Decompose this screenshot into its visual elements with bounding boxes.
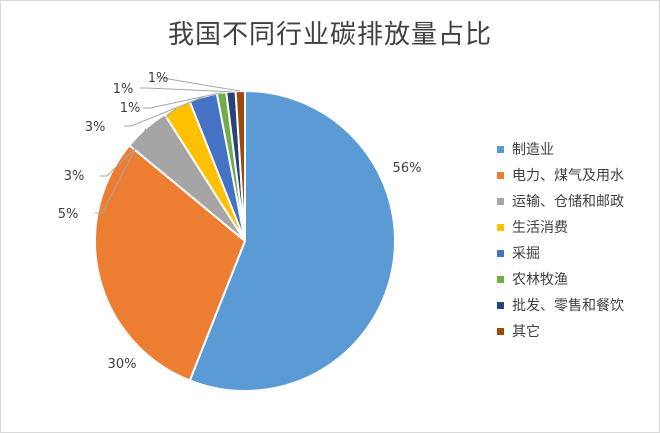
pie-slice <box>94 143 247 382</box>
legend-label: 农林牧渔 <box>512 272 568 288</box>
legend-label: 批发、零售和餐饮 <box>512 298 624 314</box>
data-label: 30% <box>108 357 137 372</box>
legend-item: 其它 <box>497 318 657 344</box>
leader-line <box>156 77 241 92</box>
data-label: 5% <box>58 207 79 222</box>
data-label: 3% <box>85 120 106 135</box>
leader-line <box>124 96 204 127</box>
legend-label: 运输、仓储和邮政 <box>512 194 624 210</box>
legend-label: 采掘 <box>512 246 540 262</box>
leader-line <box>100 106 178 177</box>
data-label: 1% <box>120 101 141 116</box>
leader-line <box>95 128 147 214</box>
legend-label: 其它 <box>512 324 540 340</box>
legend-swatch <box>497 223 504 231</box>
data-label: 3% <box>64 169 85 184</box>
data-label: 1% <box>113 82 134 97</box>
legend-swatch <box>497 145 504 153</box>
legend-swatch <box>497 197 504 205</box>
legend-swatch <box>497 249 504 257</box>
legend-item: 电力、煤气及用水 <box>497 162 657 188</box>
legend-item: 运输、仓储和邮政 <box>497 188 657 214</box>
data-label: 56% <box>393 161 422 176</box>
legend-item: 制造业 <box>497 136 657 162</box>
legend-label: 生活消费 <box>512 220 568 236</box>
chart-legend: 制造业电力、煤气及用水 运输、仓储和邮政 生活消费采掘农林牧渔批发、零售和餐饮 其它 <box>497 136 657 344</box>
leader-line <box>143 92 222 109</box>
pie-slice <box>188 89 396 392</box>
legend-item: 批发、零售和餐饮 <box>497 292 657 318</box>
data-label: 1% <box>148 71 169 86</box>
legend-label: 电力、煤气及用水 <box>512 168 624 184</box>
legend-swatch <box>497 171 504 179</box>
legend-swatch <box>497 327 504 335</box>
chart-title: 我国不同行业碳排放量占比 <box>167 20 492 50</box>
legend-item: 采掘 <box>497 240 657 266</box>
legend-swatch <box>497 275 504 283</box>
legend-item: 农林牧渔 <box>497 266 657 292</box>
legend-label: 制造业 <box>512 142 554 158</box>
leader-line <box>140 87 231 93</box>
legend-item: 生活消费 <box>497 214 657 240</box>
legend-swatch <box>497 301 504 309</box>
